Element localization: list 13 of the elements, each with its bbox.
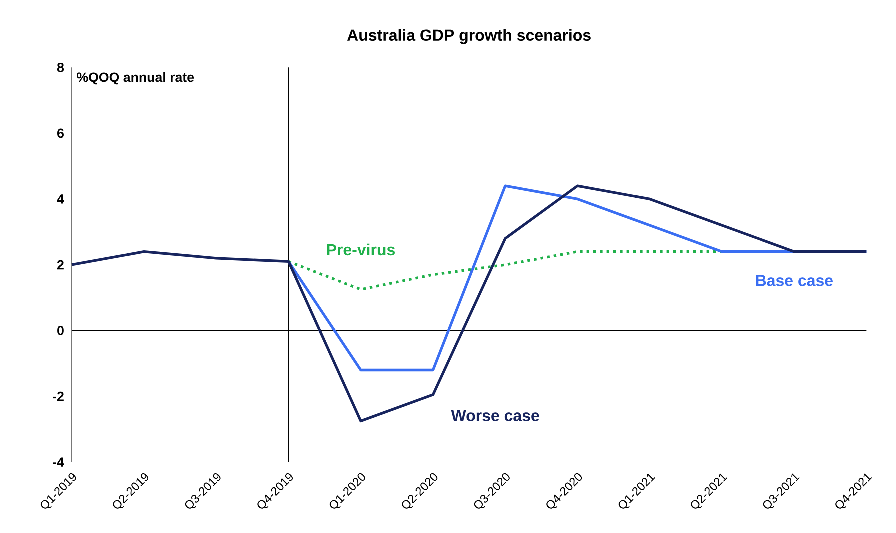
series-label: Worse case — [451, 410, 540, 422]
y-tick-label: -4 — [53, 458, 64, 467]
series-label: Pre-virus — [327, 244, 395, 256]
series-label: Base case — [756, 275, 833, 286]
y-tick-label: 4 — [57, 194, 64, 204]
chart-title: Australia GDP growth scenarios — [347, 29, 591, 44]
y-tick-label: 8 — [57, 62, 64, 72]
y-tick-label: 6 — [58, 128, 64, 138]
y-tick-label: 0 — [58, 326, 64, 336]
y-tick-label: -2 — [53, 392, 64, 402]
annotation: %QOQ annual rate — [77, 72, 194, 85]
line-series — [70, 184, 868, 423]
y-tick-label: 2 — [57, 260, 64, 270]
